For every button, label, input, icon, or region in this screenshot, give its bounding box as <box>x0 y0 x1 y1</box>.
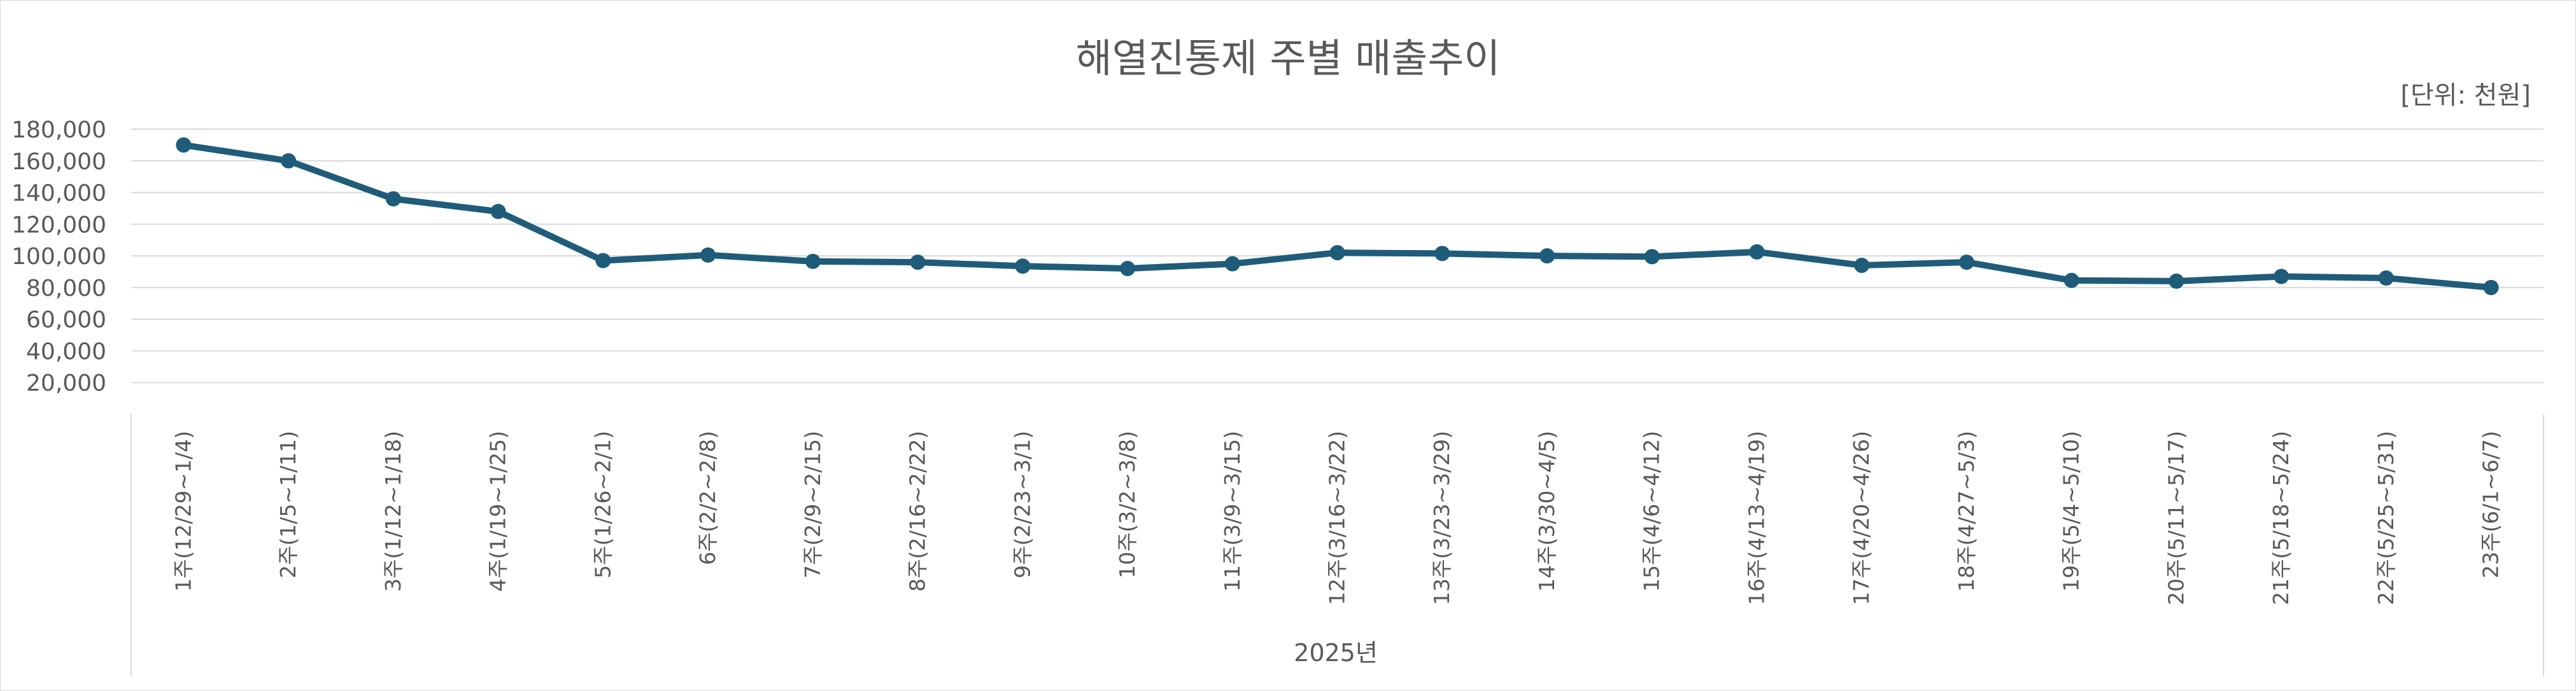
x-tick-label: 21주(5/18~5/24) <box>2268 431 2293 605</box>
x-tick-label: 16주(4/13~4/19) <box>1744 431 1769 605</box>
y-tick-label: 20,000 <box>26 370 106 396</box>
x-tick-label: 13주(3/23~3/29) <box>1429 431 1454 605</box>
x-tick-label: 23주(6/1~6/7) <box>2479 431 2503 578</box>
x-tick-label: 6주(2/2~2/8) <box>695 431 720 565</box>
x-tick-label: 3주(1/12~1/18) <box>381 431 406 592</box>
series-line <box>180 141 2495 291</box>
data-point <box>385 191 401 207</box>
x-tick-label: 15주(4/6~4/12) <box>1639 431 1664 592</box>
x-tick-label: 14주(3/30~4/5) <box>1534 431 1559 592</box>
x-tick-label: 1주(12/29~1/4) <box>171 431 195 592</box>
x-tick-label: 8주(2/16~2/22) <box>905 431 930 592</box>
data-point <box>2063 272 2079 288</box>
x-tick-label: 7주(2/9~2/15) <box>800 431 825 578</box>
data-point <box>1644 249 1660 265</box>
x-tick-label: 19주(5/4~5/10) <box>2059 431 2084 592</box>
y-axis-ticks: 20,000 40,000 60,000 80,000 100,000 120,000 14… <box>11 117 106 396</box>
x-axis-group-label: 2025년 <box>1294 639 1378 667</box>
x-tick-label: 12주(3/16~3/22) <box>1325 431 1350 605</box>
data-point <box>1120 261 1136 277</box>
x-tick-label: 9주(2/23~3/1) <box>1010 431 1035 578</box>
data-point <box>281 153 297 169</box>
y-tick-label: 120,000 <box>11 212 106 238</box>
data-point <box>1854 258 1870 274</box>
data-point <box>700 247 716 263</box>
data-point <box>2274 269 2289 284</box>
data-point <box>1015 258 1031 274</box>
data-point <box>1329 245 1345 261</box>
data-point <box>1958 255 1974 270</box>
chart-title: 해열진통제 주별 매출추이 <box>1076 35 1501 81</box>
y-tick-label: 100,000 <box>11 244 106 270</box>
data-point <box>1224 256 1240 272</box>
data-point <box>595 253 611 269</box>
data-point <box>2378 270 2394 286</box>
y-tick-label: 180,000 <box>11 117 106 143</box>
data-point <box>1749 244 1765 260</box>
data-point <box>2483 279 2499 295</box>
x-tick-label: 4주(1/19~1/25) <box>486 431 511 592</box>
data-point <box>1539 248 1555 264</box>
y-tick-label: 40,000 <box>26 339 106 365</box>
y-tick-label: 60,000 <box>26 307 106 333</box>
unit-label: [단위: 천원] <box>2400 81 2531 110</box>
x-tick-label: 20주(5/11~5/17) <box>2163 431 2188 605</box>
x-tick-label: 11주(3/9~3/15) <box>1220 431 1245 592</box>
y-tick-label: 80,000 <box>26 276 106 302</box>
x-tick-label: 2주(1/5~1/11) <box>276 431 301 578</box>
category-axis-frame <box>131 414 2544 676</box>
data-point <box>2169 273 2184 289</box>
data-point <box>490 204 506 220</box>
x-tick-label: 10주(3/2~3/8) <box>1115 431 1140 578</box>
x-tick-label: 22주(5/25~5/31) <box>2374 431 2398 605</box>
data-point <box>910 255 926 270</box>
x-tick-label: 5주(1/26~2/1) <box>590 431 615 578</box>
x-axis-ticks: 1주(12/29~1/4) 2주(1/5~1/11) 3주(1/12~1/18) 4주… <box>171 431 2503 605</box>
data-point <box>176 137 192 153</box>
x-tick-label: 18주(4/27~5/3) <box>1954 431 1979 592</box>
y-tick-label: 160,000 <box>11 149 106 175</box>
data-point <box>805 253 821 269</box>
series-line-group <box>176 137 2499 295</box>
y-tick-label: 140,000 <box>11 181 106 207</box>
x-tick-label: 17주(4/20~4/26) <box>1849 431 1874 605</box>
data-point <box>1434 246 1450 262</box>
